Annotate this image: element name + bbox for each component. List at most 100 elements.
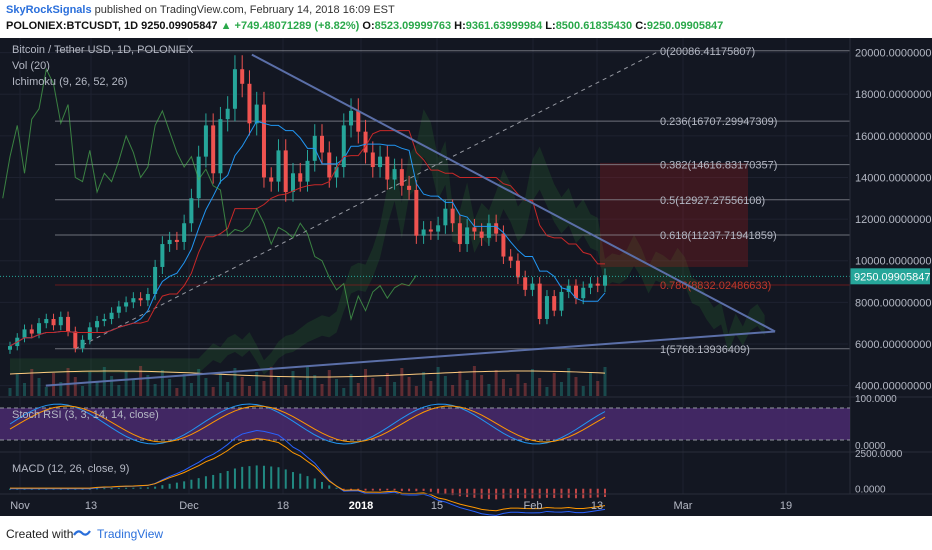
- macd-histogram-bar: [386, 488, 389, 491]
- macd-label[interactable]: MACD (12, 26, close, 9): [12, 463, 130, 475]
- chart-canvas[interactable]: 0(20086.41175807) 0.236(16707.29947309) 0.…: [0, 38, 932, 516]
- price-tick-label: 10000.00000000: [855, 256, 932, 268]
- price-tick-label: 20000.00000000: [855, 48, 932, 60]
- macd-histogram-bar: [553, 488, 556, 499]
- macd-histogram-bar: [458, 488, 461, 497]
- volume-bar: [465, 380, 469, 396]
- volume-bar: [197, 369, 201, 396]
- volume-bar: [204, 378, 208, 396]
- author-link[interactable]: SkyRockSignals: [6, 4, 92, 16]
- stoch-rsi-label[interactable]: Stoch RSI (3, 3, 14, 14, close): [12, 409, 159, 421]
- volume-bar: [262, 381, 266, 396]
- candle-body: [399, 169, 404, 186]
- volume-bar: [247, 386, 251, 396]
- volume-bar: [385, 373, 389, 396]
- descending-trendline: [251, 53, 776, 333]
- volume-bar: [189, 383, 193, 396]
- macd-tick-label: 2500.0000: [855, 449, 903, 460]
- candle-body: [392, 169, 397, 180]
- candle-body: [508, 256, 513, 261]
- candle-body: [378, 156, 383, 168]
- volume-ma-line: [9, 370, 606, 378]
- price-change: ▲ +749.48071289 (+8.82%): [220, 20, 360, 32]
- macd-histogram-bar: [589, 488, 592, 498]
- time-tick-label: 19: [780, 500, 792, 512]
- candle-body: [552, 296, 557, 311]
- time-tick-label: 13: [85, 500, 97, 512]
- macd-histogram-bar: [284, 469, 287, 489]
- chart-title: Bitcoin / Tether USD, 1D, POLONIEX: [12, 44, 194, 56]
- volume-bar: [407, 377, 411, 396]
- volume-bar: [393, 382, 397, 396]
- volume-bar: [378, 387, 382, 396]
- macd-histogram-bar: [451, 488, 454, 496]
- macd-histogram-bar: [212, 474, 215, 489]
- fib-level-label: 1(5768.13936409): [660, 344, 750, 356]
- macd-histogram-bar: [255, 465, 258, 489]
- candle-body: [73, 331, 78, 349]
- candle-body: [588, 283, 593, 288]
- candle-body: [283, 150, 288, 193]
- candle-body: [22, 329, 27, 338]
- macd-histogram-bar: [415, 488, 418, 492]
- candle-body: [290, 173, 295, 193]
- volume-bar: [480, 375, 484, 396]
- candle-body: [486, 223, 491, 238]
- macd-histogram-bar: [422, 488, 425, 491]
- price-tick-label: 18000.00000000: [855, 89, 932, 101]
- chart-area[interactable]: 0(20086.41175807) 0.236(16707.29947309) 0.…: [0, 38, 932, 516]
- macd-tick-label: 0.0000: [855, 485, 886, 496]
- open-value: 8523.09999763: [374, 20, 452, 32]
- fib-level-label: 0.5(12927.27556108): [660, 195, 765, 207]
- volume-bar: [153, 384, 157, 396]
- candle-body: [320, 135, 325, 153]
- volume-bar: [306, 366, 309, 396]
- candle-body: [501, 233, 506, 257]
- macd-histogram-bar: [96, 488, 99, 490]
- tradingview-link[interactable]: TradingView: [97, 527, 164, 541]
- volume-bar: [588, 372, 592, 396]
- macd-histogram-bar: [161, 485, 164, 489]
- candle-body: [349, 110, 354, 126]
- time-tick-label: Nov: [10, 500, 30, 512]
- macd-histogram-bar: [262, 465, 265, 489]
- candle-body: [370, 152, 375, 168]
- candle-body: [298, 173, 303, 182]
- volume-bar: [509, 388, 513, 396]
- macd-histogram-bar: [393, 488, 396, 491]
- macd-histogram-bar: [342, 488, 345, 490]
- footer: Created with TradingView: [0, 516, 932, 550]
- volume-bar: [160, 370, 164, 396]
- macd-histogram-bar: [168, 483, 171, 489]
- volume-indicator-label[interactable]: Vol (20): [12, 60, 50, 72]
- candle-body: [37, 323, 42, 334]
- header: SkyRockSignals published on TradingView.…: [0, 0, 932, 38]
- candle-body: [573, 285, 578, 299]
- macd-signal-line: [10, 438, 606, 512]
- macd-histogram-bar: [241, 466, 244, 489]
- ichimoku-indicator-label[interactable]: Ichimoku (9, 26, 52, 26): [12, 76, 128, 88]
- macd-histogram-bar: [582, 488, 585, 499]
- candle-body: [174, 239, 179, 242]
- macd-histogram-bar: [408, 488, 411, 492]
- candle-body: [465, 227, 470, 245]
- candle-body: [559, 291, 564, 311]
- macd-histogram-bar: [306, 476, 309, 489]
- macd-histogram-bar: [154, 486, 157, 489]
- price-tick-label: 8000.00000000: [855, 297, 931, 309]
- candle-body: [153, 266, 158, 295]
- candle-body: [537, 283, 542, 319]
- time-tick-label: Dec: [179, 500, 199, 512]
- volume-bar: [559, 382, 563, 396]
- candle-body: [261, 104, 266, 178]
- macd-histogram-bar: [110, 488, 113, 490]
- stoch-rsi-d-line: [9, 405, 606, 443]
- volume-bar: [356, 383, 360, 396]
- volume-bar: [44, 387, 48, 396]
- candle-body: [544, 296, 549, 319]
- candle-body: [66, 316, 71, 332]
- volume-bar: [226, 382, 230, 396]
- macd-histogram-bar: [291, 472, 294, 489]
- candle-body: [479, 231, 484, 238]
- volume-bar: [436, 367, 440, 396]
